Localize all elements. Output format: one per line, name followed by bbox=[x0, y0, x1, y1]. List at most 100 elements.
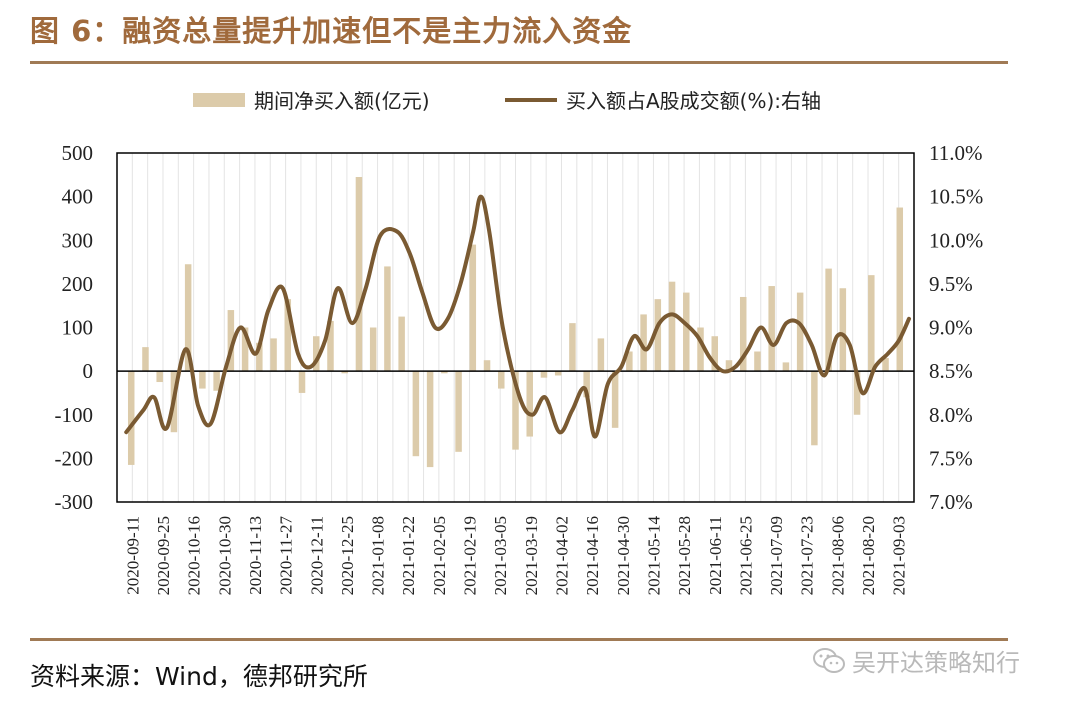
bar bbox=[697, 327, 704, 372]
bar bbox=[868, 275, 875, 372]
right-tick-label: 10.5% bbox=[929, 185, 983, 209]
bar bbox=[369, 327, 377, 372]
x-tick-label: 2021-02-05 bbox=[430, 516, 449, 595]
left-tick-label: -200 bbox=[55, 446, 94, 470]
plot-frame bbox=[116, 152, 915, 503]
x-tick-label: 2021-06-25 bbox=[736, 516, 755, 595]
right-tick-label: 8.5% bbox=[929, 359, 973, 383]
right-tick-label: 11.0% bbox=[929, 141, 982, 165]
x-tick-label: 2020-09-25 bbox=[154, 516, 173, 595]
bar bbox=[597, 338, 605, 372]
bar bbox=[839, 288, 847, 372]
bar bbox=[256, 342, 263, 372]
source-note: 资料来源：Wind，德邦研究所 bbox=[30, 662, 368, 691]
x-axis-ticks: 2020-09-11 2020-09-25 2020-10-16 2020-10-30… bbox=[123, 516, 908, 596]
x-tick-label: 2021-01-08 bbox=[369, 516, 388, 595]
bar bbox=[127, 371, 135, 465]
bar bbox=[327, 320, 334, 372]
bar bbox=[725, 360, 733, 372]
x-tick-label: 2021-08-20 bbox=[859, 516, 878, 595]
bar bbox=[668, 281, 676, 372]
x-tick-label: 2020-09-11 bbox=[123, 516, 142, 595]
bar-series bbox=[127, 176, 904, 468]
bar bbox=[469, 244, 477, 372]
bar bbox=[626, 351, 633, 372]
bar bbox=[441, 371, 448, 374]
bar bbox=[811, 371, 818, 446]
left-tick-label: -300 bbox=[55, 490, 94, 514]
bar bbox=[640, 314, 647, 372]
bar bbox=[355, 176, 363, 372]
x-tick-label: 2020-11-27 bbox=[277, 516, 296, 595]
bar bbox=[796, 292, 804, 372]
bar bbox=[782, 362, 790, 372]
bar bbox=[483, 360, 491, 372]
watermark-text: 吴开达策略知行 bbox=[852, 649, 1020, 677]
plot-border bbox=[116, 152, 915, 503]
bar bbox=[142, 347, 149, 372]
bar bbox=[241, 327, 249, 372]
bar bbox=[654, 299, 662, 372]
x-tick-label: 2021-09-03 bbox=[890, 516, 909, 595]
line-series bbox=[124, 194, 911, 439]
x-tick-label: 2021-02-19 bbox=[461, 516, 480, 595]
bar bbox=[284, 299, 292, 372]
bar bbox=[526, 371, 533, 437]
bar bbox=[412, 371, 420, 457]
footer-divider bbox=[30, 638, 1008, 641]
wechat-icon bbox=[813, 647, 845, 673]
x-tick-label: 2021-05-14 bbox=[644, 516, 663, 596]
bar bbox=[896, 207, 904, 372]
chart-legend: 期间净买入额(亿元) 买入额占A股成交额(%):右轴 bbox=[193, 89, 821, 113]
x-tick-label: 2021-03-19 bbox=[522, 516, 541, 595]
bar bbox=[768, 286, 775, 372]
bar bbox=[754, 351, 761, 372]
x-tick-label: 2021-04-30 bbox=[614, 516, 633, 595]
right-tick-label: 9.5% bbox=[929, 272, 973, 296]
bar bbox=[213, 371, 220, 391]
left-tick-label: 300 bbox=[62, 228, 94, 252]
bar bbox=[611, 371, 619, 428]
left-tick-label: 100 bbox=[62, 316, 94, 340]
x-tick-label: 2020-11-13 bbox=[246, 516, 265, 595]
bar bbox=[512, 371, 519, 450]
bar bbox=[455, 371, 462, 452]
bar bbox=[398, 316, 405, 372]
bar bbox=[554, 371, 562, 376]
legend-line-label: 买入额占A股成交额(%):右轴 bbox=[566, 89, 821, 113]
x-tick-label: 2020-10-30 bbox=[215, 516, 234, 595]
legend-bar-swatch bbox=[193, 93, 245, 107]
right-axis-ticks: 11.0% 10.5% 10.0% 9.5% 9.0% 8.5% 8.0% 7.5% 7.0% bbox=[929, 141, 983, 514]
x-tick-label: 2021-01-22 bbox=[399, 516, 418, 595]
left-tick-label: 200 bbox=[62, 272, 94, 296]
bar bbox=[569, 323, 576, 372]
watermark: 吴开达策略知行 bbox=[812, 643, 1020, 678]
bar bbox=[384, 266, 391, 372]
bar bbox=[853, 371, 861, 415]
left-tick-label: 500 bbox=[62, 141, 94, 165]
x-tick-label: 2021-07-23 bbox=[798, 516, 817, 595]
bar bbox=[313, 336, 320, 372]
x-tick-label: 2021-08-06 bbox=[828, 516, 847, 595]
bar bbox=[683, 292, 690, 372]
left-tick-label: 0 bbox=[83, 359, 94, 383]
legend-bar-label: 期间净买入额(亿元) bbox=[254, 89, 430, 113]
x-tick-label: 2021-06-11 bbox=[706, 516, 725, 595]
bar bbox=[184, 264, 192, 372]
x-tick-label: 2021-05-28 bbox=[675, 516, 694, 595]
ratio-line bbox=[124, 194, 911, 439]
right-tick-label: 7.5% bbox=[929, 446, 973, 470]
right-tick-label: 10.0% bbox=[929, 228, 983, 252]
bar bbox=[540, 371, 548, 378]
left-tick-label: 400 bbox=[62, 185, 94, 209]
right-tick-label: 8.0% bbox=[929, 403, 973, 427]
x-tick-label: 2021-04-02 bbox=[552, 516, 571, 595]
left-axis-ticks: 500 400 300 200 100 0 -100 -200 -300 bbox=[55, 141, 94, 514]
bar bbox=[583, 371, 590, 398]
right-tick-label: 9.0% bbox=[929, 316, 973, 340]
x-tick-label: 2021-03-05 bbox=[491, 516, 510, 595]
bar bbox=[711, 336, 718, 372]
x-tick-label: 2021-04-16 bbox=[583, 516, 602, 595]
bar bbox=[426, 371, 434, 468]
combo-chart: 期间净买入额(亿元) 买入额占A股成交额(%):右轴 500 400 300 200 10… bbox=[55, 89, 984, 596]
